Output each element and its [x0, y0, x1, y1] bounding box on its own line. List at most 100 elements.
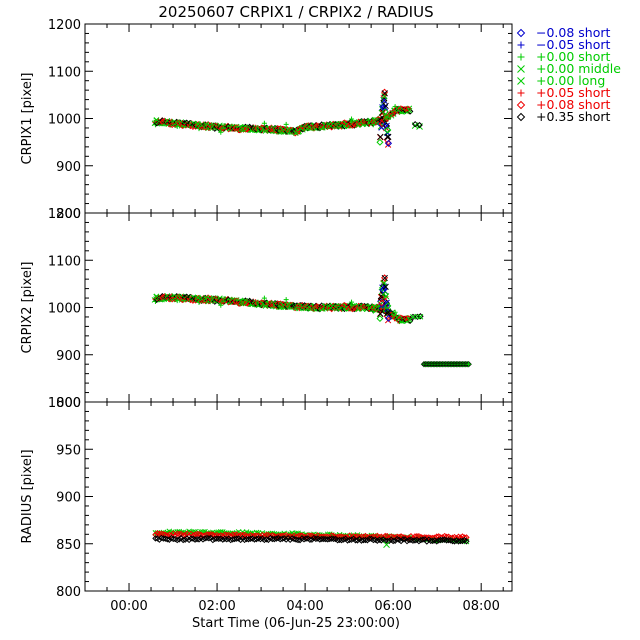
- y-tick-label: 1200: [48, 18, 81, 33]
- data-point: [261, 120, 267, 126]
- data-point: [405, 536, 413, 544]
- legend-marker: [517, 53, 525, 61]
- y-tick-label: 800: [56, 585, 81, 600]
- y-tick-label: 1000: [48, 302, 81, 317]
- data-point: [318, 535, 326, 543]
- data-point: [387, 533, 395, 540]
- y-tick-label: 850: [56, 538, 81, 553]
- plot-frame: [84, 401, 513, 592]
- data-point: [360, 536, 367, 544]
- y-tick-label: 900: [56, 349, 81, 364]
- data-point: [381, 274, 388, 282]
- data-point: [340, 536, 347, 543]
- data-point: [257, 536, 264, 543]
- y-tick-label: 1000: [48, 113, 81, 128]
- legend-label: −0.08 short: [536, 25, 611, 40]
- legend: −0.08 short−0.05 short+0.00 short+0.00 m…: [516, 25, 621, 124]
- data-point: [288, 535, 296, 542]
- data-point: [377, 133, 384, 141]
- data-point: [406, 317, 414, 324]
- x-tick-label: 08:00: [462, 599, 499, 614]
- data-points: [151, 88, 423, 148]
- data-point: [466, 361, 472, 367]
- legend-label: +0.05 short: [536, 85, 611, 100]
- data-point: [366, 535, 373, 543]
- data-point: [354, 537, 361, 544]
- y-tick-label: 900: [56, 491, 81, 506]
- data-points: [152, 528, 470, 549]
- data-point: [348, 536, 355, 543]
- data-point: [312, 535, 320, 543]
- data-point: [410, 313, 416, 320]
- legend-marker: [517, 77, 525, 85]
- data-point: [384, 302, 392, 310]
- data-point: [158, 534, 165, 542]
- legend-marker: [516, 28, 526, 38]
- data-point: [399, 536, 407, 543]
- x-tick-label: 04:00: [286, 599, 323, 614]
- data-point: [156, 530, 163, 538]
- data-point: [384, 126, 392, 134]
- legend-item: −0.05 short: [517, 37, 611, 52]
- data-point: [378, 120, 386, 128]
- data-point: [283, 297, 289, 303]
- data-point: [158, 530, 165, 537]
- data-point: [376, 138, 384, 146]
- y-tick-label: 1000: [48, 396, 81, 411]
- data-point: [389, 537, 397, 545]
- y-axis-label: CRPIX2 [pixel]: [20, 261, 35, 353]
- panel-1: 800 900 1000 1100 1200 CRPIX1 [pixel]: [20, 18, 513, 222]
- data-point: [279, 535, 286, 543]
- data-point: [392, 309, 398, 315]
- data-point: [239, 532, 246, 539]
- data-point: [349, 299, 355, 305]
- data-point: [170, 535, 177, 543]
- data-point: [385, 139, 393, 147]
- data-point: [406, 107, 413, 114]
- data-point: [152, 535, 159, 542]
- legend-marker: [516, 100, 526, 110]
- data-point: [445, 536, 452, 544]
- data-point: [233, 535, 240, 542]
- legend-marker: [517, 41, 525, 49]
- data-point: [174, 530, 181, 537]
- legend-item: +0.00 middle: [517, 61, 621, 76]
- y-tick-label: 950: [56, 443, 81, 458]
- data-point: [383, 541, 390, 549]
- panel-3: 800 850 900 950 1000 00:00 02:00 04:00 06:00 08:0…: [20, 396, 513, 614]
- data-point: [223, 536, 230, 543]
- x-tick-label: 02:00: [198, 599, 235, 614]
- data-point: [381, 90, 388, 97]
- data-point: [273, 535, 280, 542]
- data-point: [175, 536, 183, 543]
- data-point: [174, 536, 181, 544]
- data-point: [320, 535, 328, 543]
- legend-marker: [517, 65, 525, 73]
- data-point: [382, 283, 389, 290]
- data-point: [370, 536, 377, 544]
- legend-label: +0.35 short: [536, 109, 611, 124]
- data-point: [292, 536, 300, 543]
- chart-title: 20250607 CRPIX1 / CRPIX2 / RADIUS: [158, 3, 433, 21]
- data-point: [294, 536, 302, 544]
- data-point: [382, 293, 390, 300]
- data-point: [330, 535, 337, 543]
- data-point: [413, 533, 421, 540]
- y-tick-label: 1100: [48, 65, 81, 80]
- data-point: [381, 108, 389, 116]
- data-point: [181, 536, 189, 543]
- data-point: [416, 121, 423, 129]
- legend-item: +0.35 short: [516, 109, 611, 124]
- legend-marker: [517, 89, 525, 97]
- plot-frame: [84, 23, 513, 214]
- data-point: [385, 133, 392, 140]
- data-point: [417, 313, 424, 320]
- data-point: [385, 308, 392, 316]
- data-point: [382, 102, 389, 110]
- data-point: [381, 279, 388, 287]
- data-point: [411, 537, 419, 544]
- legend-item: +0.08 short: [516, 97, 611, 112]
- data-point: [160, 535, 167, 542]
- legend-label: −0.05 short: [536, 37, 611, 52]
